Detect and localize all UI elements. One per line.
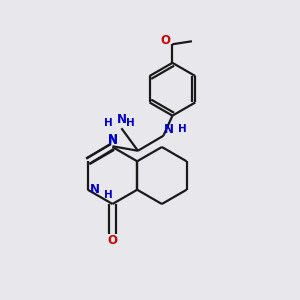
Text: H: H [126,118,135,128]
Text: H: H [178,124,186,134]
Text: O: O [107,234,118,247]
Text: N: N [107,133,117,146]
Text: N: N [107,134,118,147]
Text: H: H [104,118,113,128]
Text: N: N [164,123,174,136]
Text: H: H [104,190,113,200]
Text: N: N [116,113,126,126]
Text: O: O [160,34,170,47]
Text: N: N [89,183,99,196]
